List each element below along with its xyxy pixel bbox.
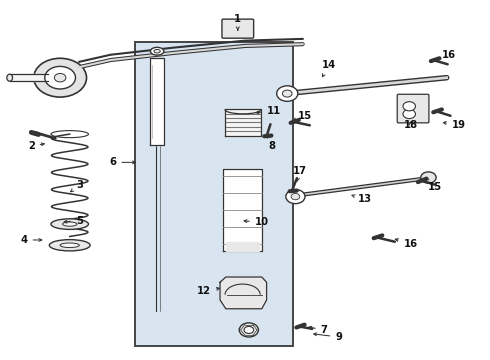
FancyBboxPatch shape <box>397 94 429 123</box>
Ellipse shape <box>49 240 90 251</box>
Text: 1: 1 <box>234 14 242 30</box>
Text: 9: 9 <box>314 332 342 342</box>
Ellipse shape <box>51 219 89 229</box>
Polygon shape <box>150 58 164 145</box>
Polygon shape <box>225 109 261 136</box>
Text: 19: 19 <box>443 120 465 130</box>
Circle shape <box>403 102 416 111</box>
Text: 14: 14 <box>322 60 336 77</box>
Text: 6: 6 <box>109 157 135 167</box>
Text: 17: 17 <box>293 166 307 181</box>
Text: 3: 3 <box>71 180 83 192</box>
Text: 10: 10 <box>244 217 269 227</box>
Circle shape <box>282 90 292 97</box>
Text: 18: 18 <box>404 120 418 130</box>
Polygon shape <box>223 170 262 251</box>
Text: 13: 13 <box>352 194 372 204</box>
Circle shape <box>403 109 416 118</box>
Text: 12: 12 <box>197 286 220 296</box>
Circle shape <box>239 323 258 337</box>
Text: 2: 2 <box>28 141 44 152</box>
Bar <box>135 42 293 346</box>
Polygon shape <box>226 242 259 251</box>
Text: 4: 4 <box>21 235 42 245</box>
Text: 8: 8 <box>268 135 275 152</box>
Ellipse shape <box>154 49 160 53</box>
Circle shape <box>244 327 254 333</box>
Circle shape <box>34 58 87 97</box>
Ellipse shape <box>150 48 164 55</box>
Ellipse shape <box>63 222 77 226</box>
Circle shape <box>286 189 305 204</box>
Text: 7: 7 <box>309 325 328 335</box>
Polygon shape <box>10 74 48 81</box>
Text: 15: 15 <box>293 112 312 121</box>
Text: 16: 16 <box>395 239 418 248</box>
Text: 15: 15 <box>426 179 442 192</box>
Circle shape <box>45 66 75 89</box>
Text: 11: 11 <box>256 106 281 116</box>
Text: 5: 5 <box>64 216 83 226</box>
Ellipse shape <box>60 243 79 248</box>
Circle shape <box>54 73 66 82</box>
Circle shape <box>291 193 300 200</box>
Ellipse shape <box>7 74 13 81</box>
Text: 16: 16 <box>436 50 456 60</box>
Circle shape <box>421 172 436 183</box>
Polygon shape <box>220 277 267 309</box>
FancyBboxPatch shape <box>222 19 254 38</box>
Circle shape <box>277 86 298 101</box>
